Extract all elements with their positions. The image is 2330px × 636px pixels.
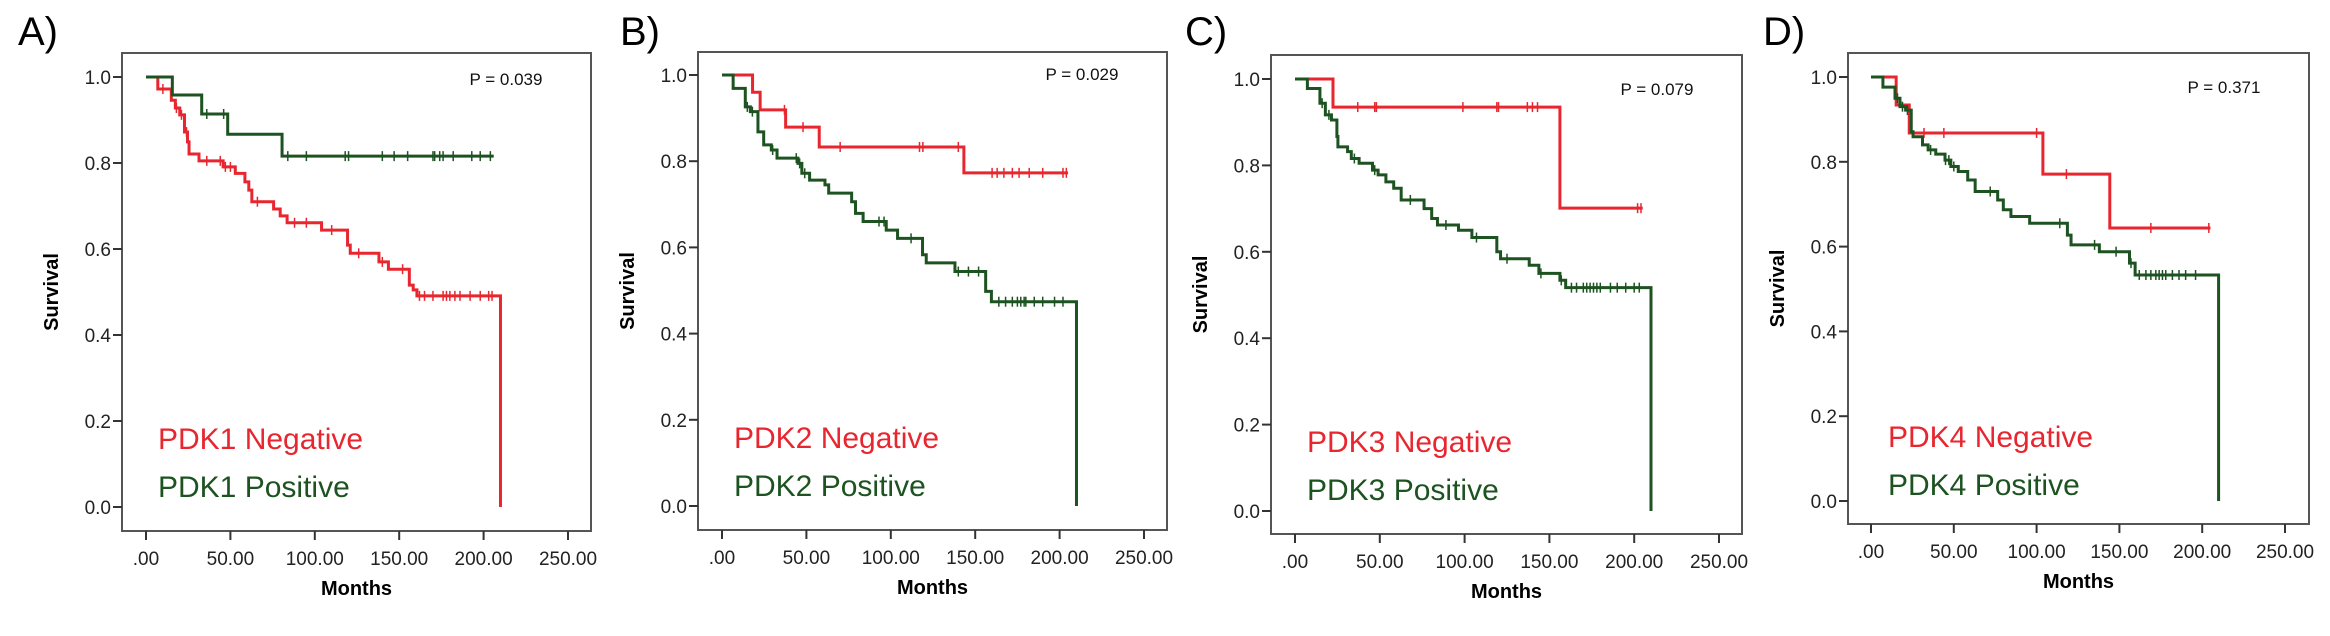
km-panel-d: D) 0.0 0.2 0.4 0.6 0.8 1.0 .00 50.00 100.00 150.00…: [1763, 10, 2314, 593]
survival-curve-positive: [1871, 75, 2221, 501]
x-tick-label: 150.00: [370, 549, 428, 570]
survival-curve-negative: [1871, 75, 2211, 230]
y-tick-label: 0.0: [85, 498, 111, 519]
survival-curve-positive: [1295, 77, 1653, 511]
km-series-positive: [146, 75, 494, 162]
y-tick-label: 0.6: [85, 240, 111, 261]
x-tick-label: 50.00: [1930, 542, 1978, 563]
y-tick-label: 0.4: [1811, 322, 1838, 343]
y-tick-label: 0.8: [1234, 156, 1260, 177]
x-tick-label: 250.00: [2256, 542, 2314, 563]
legend-entry-negative: PDK3 Negative: [1307, 426, 1512, 459]
y-tick-label: 0.0: [1234, 502, 1260, 523]
legend-entry-positive: PDK2 Positive: [734, 470, 926, 503]
plot-frame: [121, 52, 592, 532]
panel-label: A): [18, 10, 58, 54]
x-tick-label: 150.00: [1520, 552, 1578, 573]
x-tick-label: 100.00: [862, 548, 920, 569]
km-series-negative: [1295, 77, 1643, 214]
x-tick-label: 200.00: [1031, 548, 1089, 569]
y-axis-title: Survival: [1767, 250, 1789, 328]
y-axis-title: Survival: [617, 252, 639, 330]
y-tick-label: 1.0: [85, 68, 111, 89]
y-tick-label: 0.4: [661, 325, 688, 346]
x-tick-label: .00: [709, 548, 735, 569]
km-panel-b: B) 0.0 0.2 0.4 0.6 0.8 1.0 .00 50.00 100.00 150.00…: [617, 10, 1173, 599]
survival-curve-negative: [1295, 77, 1643, 210]
y-tick-label: 0.8: [661, 152, 687, 173]
p-value-annotation: P = 0.079: [1621, 80, 1694, 99]
x-axis-title: Months: [321, 578, 392, 600]
panel-label: B): [620, 10, 660, 54]
x-axis-title: Months: [1471, 581, 1542, 603]
legend-entry-positive: PDK1 Positive: [158, 471, 350, 504]
km-series-positive: [1295, 77, 1653, 511]
km-panel-c: C) 0.0 0.2 0.4 0.6 0.8 1.0 .00 50.00 100.00 150.00…: [1185, 10, 1748, 603]
x-tick-label: 50.00: [207, 549, 255, 570]
p-value-annotation: P = 0.371: [2188, 78, 2261, 97]
y-tick-label: 0.6: [1811, 238, 1837, 259]
legend-entry-positive: PDK3 Positive: [1307, 474, 1499, 507]
km-series-negative: [146, 75, 502, 507]
x-tick-label: 200.00: [455, 549, 513, 570]
x-tick-label: 250.00: [539, 549, 597, 570]
x-tick-label: 50.00: [783, 548, 831, 569]
x-tick-label: 200.00: [2173, 542, 2231, 563]
plot-frame: [697, 51, 1168, 531]
legend-entry-negative: PDK1 Negative: [158, 423, 363, 456]
y-tick-label: 1.0: [1811, 68, 1837, 89]
y-tick-label: 0.8: [85, 154, 111, 175]
x-tick-label: .00: [1858, 542, 1884, 563]
km-series-negative: [1871, 75, 2211, 233]
legend-entry-negative: PDK4 Negative: [1888, 421, 2093, 454]
y-tick-label: 0.8: [1811, 153, 1837, 174]
x-axis-title: Months: [897, 577, 968, 599]
legend-entry-negative: PDK2 Negative: [734, 422, 939, 455]
y-tick-label: 0.2: [85, 412, 111, 433]
x-tick-label: 150.00: [946, 548, 1004, 569]
x-tick-label: 250.00: [1115, 548, 1173, 569]
x-tick-label: .00: [133, 549, 159, 570]
y-tick-label: 0.2: [1234, 416, 1260, 437]
y-tick-label: 0.0: [1811, 492, 1837, 513]
x-tick-label: 100.00: [286, 549, 344, 570]
x-axis-title: Months: [2043, 571, 2114, 593]
km-series-positive: [1871, 75, 2221, 501]
panel-label: D): [1763, 10, 1805, 54]
x-tick-label: .00: [1282, 552, 1308, 573]
survival-curve-positive: [146, 75, 494, 158]
y-tick-label: 0.2: [661, 411, 687, 432]
legend-entry-positive: PDK4 Positive: [1888, 469, 2080, 502]
survival-curve-negative: [722, 73, 1069, 175]
p-value-annotation: P = 0.029: [1046, 65, 1119, 84]
km-series-positive: [722, 73, 1078, 506]
y-axis-title: Survival: [1190, 256, 1212, 334]
x-tick-label: 100.00: [2008, 542, 2066, 563]
x-tick-label: 150.00: [2090, 542, 2148, 563]
x-tick-label: 200.00: [1605, 552, 1663, 573]
panel-label: C): [1185, 10, 1227, 54]
x-tick-label: 250.00: [1690, 552, 1748, 573]
plot-frame: [1270, 54, 1743, 535]
y-tick-label: 0.6: [661, 238, 687, 259]
y-tick-label: 0.4: [1234, 329, 1261, 350]
survival-curve-positive: [722, 73, 1078, 506]
y-tick-label: 0.0: [661, 497, 687, 518]
y-axis-title: Survival: [41, 253, 63, 331]
y-tick-label: 1.0: [1234, 70, 1260, 91]
y-tick-label: 1.0: [661, 66, 687, 87]
x-tick-label: 50.00: [1356, 552, 1404, 573]
y-tick-label: 0.4: [85, 326, 112, 347]
km-panel-a: A) 0.0 0.2 0.4 0.6 0.8 1.0 .00 50.00 100.00 150.00…: [18, 10, 597, 600]
plot-frame: [1847, 52, 2310, 525]
x-tick-label: 100.00: [1436, 552, 1494, 573]
km-series-negative: [722, 73, 1069, 178]
y-tick-label: 0.6: [1234, 243, 1260, 264]
y-tick-label: 0.2: [1811, 407, 1837, 428]
p-value-annotation: P = 0.039: [470, 70, 543, 89]
